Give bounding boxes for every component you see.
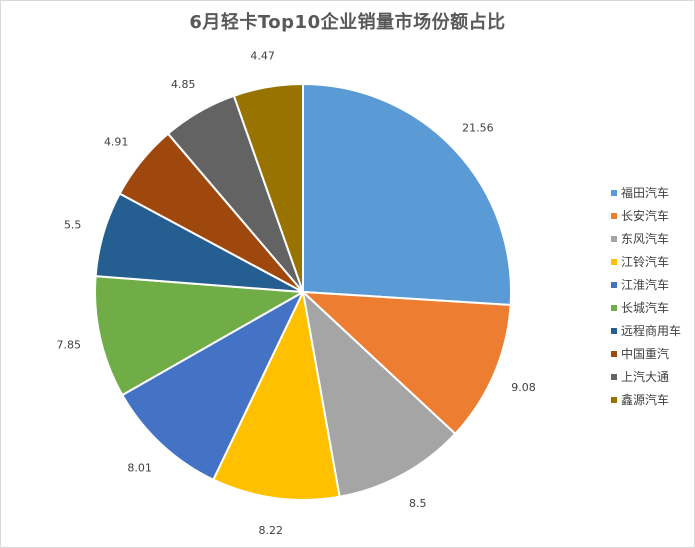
pie-slice	[94, 275, 304, 397]
legend-label: 远程商用车	[621, 324, 682, 338]
legend-label: 江淮汽车	[621, 278, 670, 292]
data-label: 21.56	[462, 122, 494, 135]
legend-label: 鑫源汽车	[621, 393, 670, 407]
pie-slice	[302, 83, 512, 306]
legend: 福田汽车长安汽车东风汽车江铃汽车江淮汽车长城汽车远程商用车中国重汽上汽大通鑫源汽…	[611, 181, 681, 411]
data-label: 8.22	[259, 524, 284, 537]
legend-item: 长安汽车	[611, 204, 681, 227]
legend-swatch	[611, 396, 617, 403]
pie-slice	[212, 291, 341, 501]
chart-title: 6月轻卡Top10企业销量市场份额占比	[189, 12, 506, 33]
data-label: 4.85	[171, 78, 196, 91]
pie-slice	[232, 83, 304, 293]
legend-label: 江铃汽车	[621, 255, 670, 269]
legend-swatch	[611, 235, 617, 242]
legend-item: 江铃汽车	[611, 250, 681, 273]
legend-swatch	[611, 189, 617, 196]
legend-swatch	[611, 327, 617, 334]
legend-item: 福田汽车	[611, 181, 681, 204]
data-label: 5.5	[64, 219, 82, 232]
legend-item: 中国重汽	[611, 342, 681, 365]
pie-slice	[302, 291, 457, 498]
legend-item: 鑫源汽车	[611, 388, 681, 411]
data-label: 4.91	[104, 135, 129, 148]
legend-label: 福田汽车	[621, 186, 670, 200]
legend-label: 中国重汽	[621, 347, 670, 361]
legend-item: 东风汽车	[611, 227, 681, 250]
data-label: 8.5	[409, 497, 427, 510]
legend-swatch	[611, 304, 617, 311]
legend-item: 上汽大通	[611, 365, 681, 388]
legend-swatch	[611, 350, 617, 357]
legend-swatch	[611, 258, 617, 265]
legend-swatch	[611, 373, 617, 380]
legend-label: 长城汽车	[621, 301, 670, 315]
legend-label: 上汽大通	[621, 370, 670, 384]
data-label: 8.01	[127, 462, 152, 475]
legend-label: 长安汽车	[621, 209, 670, 223]
data-label: 4.47	[250, 49, 275, 62]
legend-item: 长城汽车	[611, 296, 681, 319]
pie-slice	[302, 291, 512, 435]
legend-swatch	[611, 281, 617, 288]
legend-item: 远程商用车	[611, 319, 681, 342]
legend-swatch	[611, 212, 617, 219]
data-label: 9.08	[511, 381, 536, 394]
pie-slice	[121, 291, 304, 481]
legend-label: 东风汽车	[621, 232, 670, 246]
legend-item: 江淮汽车	[611, 273, 681, 296]
data-label: 7.85	[57, 339, 82, 352]
